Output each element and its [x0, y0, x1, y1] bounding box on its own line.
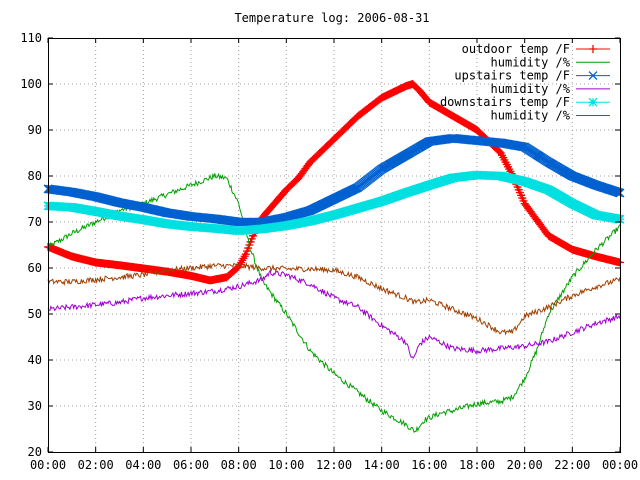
y-tick-label: 40	[28, 353, 42, 367]
legend-label: humidity /%	[491, 109, 571, 123]
axis-ticks: 20 30 40 50 60 70 80 90 100 110 00:00 02:00 04:00 06:…	[20, 31, 638, 472]
y-tick-label: 80	[28, 169, 42, 183]
legend-item: humidity /%	[491, 82, 610, 96]
x-tick-label: 00:00	[30, 458, 66, 472]
legend-item: humidity /%	[491, 55, 610, 69]
x-tick-label: 20:00	[507, 458, 543, 472]
legend-marker	[588, 97, 598, 107]
series-line	[47, 269, 621, 359]
legend-label: humidity /%	[491, 82, 571, 96]
legend-label: outdoor temp /F	[462, 42, 570, 56]
x-tick-label: 02:00	[78, 458, 114, 472]
y-tick-label: 100	[20, 77, 42, 91]
legend-marker	[588, 71, 598, 81]
legend-label: humidity /%	[491, 55, 571, 69]
legend-item: outdoor temp /F	[462, 42, 610, 56]
series-layer	[43, 80, 625, 434]
x-tick-label: 16:00	[411, 458, 447, 472]
series-4	[47, 269, 621, 361]
y-tick-label: 50	[28, 307, 42, 321]
legend-label: upstairs temp /F	[454, 69, 570, 83]
legend-item: downstairs temp /F	[440, 95, 610, 109]
series-line	[47, 261, 621, 336]
y-tick-label: 90	[28, 123, 42, 137]
x-tick-label: 18:00	[459, 458, 495, 472]
y-tick-label: 110	[20, 31, 42, 45]
x-tick-label: 00:00	[602, 458, 638, 472]
legend-item: upstairs temp /F	[454, 69, 610, 83]
y-tick-label: 30	[28, 399, 42, 413]
legend-marker	[589, 45, 597, 53]
x-tick-label: 10:00	[268, 458, 304, 472]
x-tick-label: 06:00	[173, 458, 209, 472]
x-tick-label: 04:00	[125, 458, 161, 472]
x-tick-label: 14:00	[364, 458, 400, 472]
x-tick-label: 12:00	[316, 458, 352, 472]
y-tick-label: 70	[28, 215, 42, 229]
x-tick-label: 22:00	[554, 458, 590, 472]
y-tick-label: 60	[28, 261, 42, 275]
series-6	[47, 261, 621, 336]
chart-title: Temperature log: 2006-08-31	[234, 11, 429, 25]
legend-label: downstairs temp /F	[440, 95, 570, 109]
y-tick-label: 20	[28, 445, 42, 459]
x-tick-label: 08:00	[221, 458, 257, 472]
legend-item: humidity /%	[491, 109, 610, 123]
